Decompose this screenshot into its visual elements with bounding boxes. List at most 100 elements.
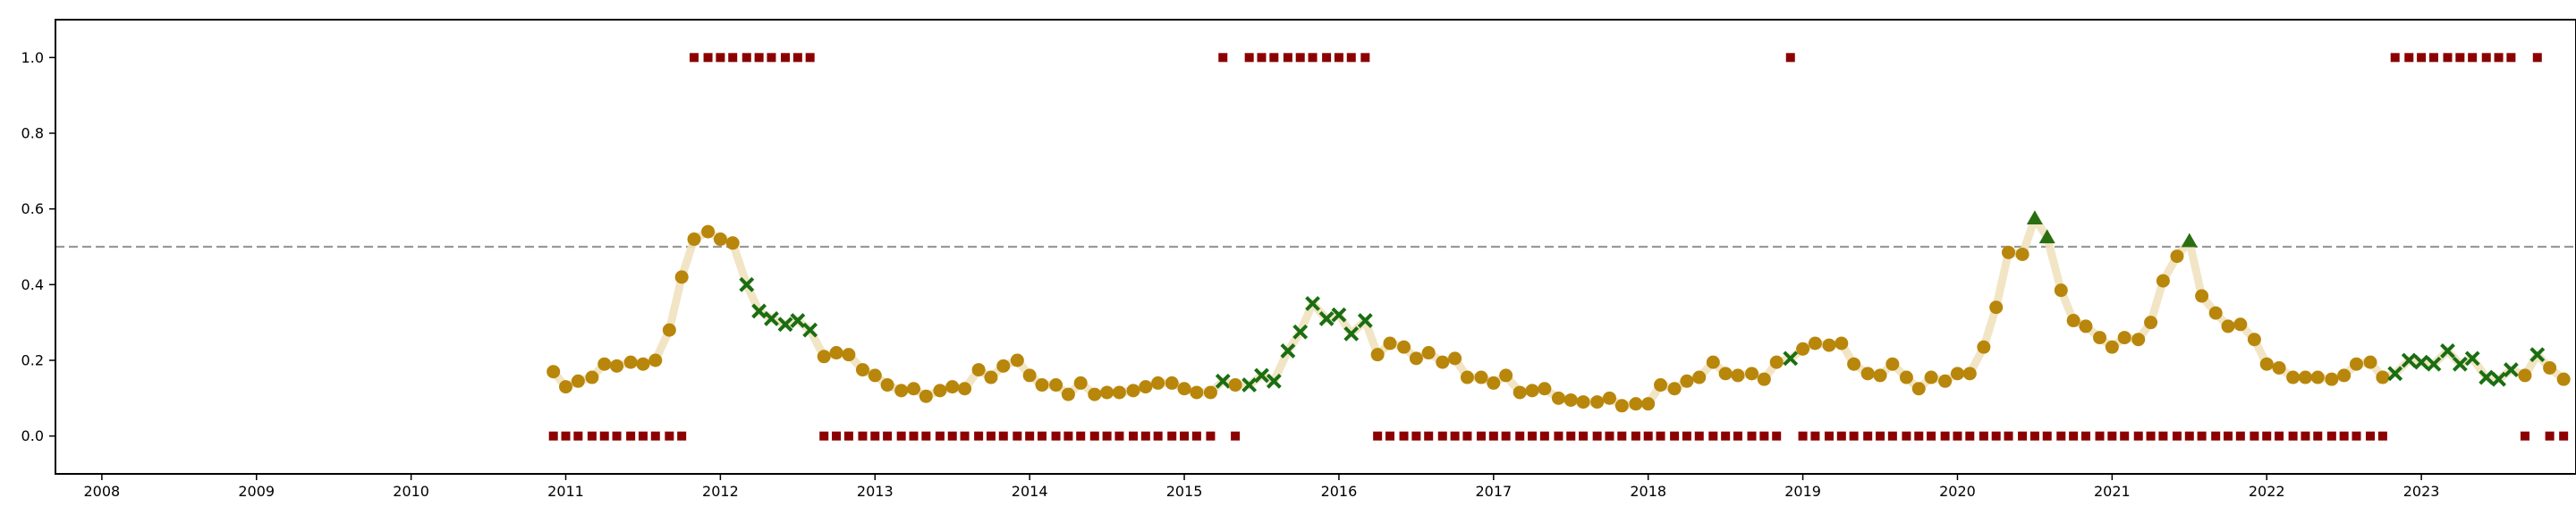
flag-low-marker xyxy=(1810,431,1820,441)
data-point-circle xyxy=(648,353,663,367)
data-point-circle xyxy=(1989,300,2004,315)
data-point-circle xyxy=(725,236,740,250)
data-point-circle xyxy=(1706,355,1720,369)
x-tick-label: 2021 xyxy=(2094,483,2131,500)
flag-low-marker xyxy=(843,431,853,441)
flag-low-marker xyxy=(561,431,571,441)
data-point-cross xyxy=(777,317,793,333)
data-point-cross xyxy=(2401,352,2417,368)
flag-low-marker xyxy=(2559,431,2569,441)
data-point-cross xyxy=(2413,354,2429,370)
data-point-circle xyxy=(1228,378,1242,393)
data-point-cross xyxy=(2426,356,2442,372)
y-tick-label: 0.2 xyxy=(21,352,44,369)
data-point-circle xyxy=(1126,384,1140,398)
flag-low-marker xyxy=(1411,431,1421,441)
flag-low-marker xyxy=(1759,431,1769,441)
flag-low-marker xyxy=(896,431,906,441)
data-point-circle xyxy=(2131,333,2146,347)
flag-low-marker xyxy=(2133,431,2143,441)
flag-low-marker xyxy=(1191,431,1201,441)
flag-low-marker xyxy=(1643,431,1653,441)
data-point-circle xyxy=(1499,368,1513,383)
flag-low-marker xyxy=(1592,431,1602,441)
data-point-circle xyxy=(1899,370,1913,384)
data-point-cross xyxy=(1305,296,1320,311)
data-point-circle xyxy=(2015,247,2029,261)
data-point-circle xyxy=(945,380,960,394)
data-point-cross xyxy=(1357,313,1373,328)
flag-low-marker xyxy=(599,431,609,441)
flag-low-marker xyxy=(2172,431,2182,441)
flag-low-marker xyxy=(1515,431,1525,441)
data-point-circle xyxy=(1822,338,1836,352)
data-point-circle xyxy=(1873,368,1887,383)
flag-low-marker xyxy=(2042,431,2052,441)
data-point-circle xyxy=(1654,378,1668,393)
flag-low-marker xyxy=(1539,431,1549,441)
data-point-cross xyxy=(1783,350,1799,367)
flag-low-marker xyxy=(1373,431,1383,441)
flag-low-marker xyxy=(1437,431,1447,441)
flag-low-marker xyxy=(1927,431,1936,441)
flag-low-marker xyxy=(573,431,583,441)
flag-low-marker xyxy=(1747,431,1757,441)
data-point-circle xyxy=(1745,367,1759,381)
data-point-circle xyxy=(1551,391,1565,405)
data-point-circle xyxy=(829,346,843,360)
data-point-circle xyxy=(1139,380,1153,394)
data-point-circle xyxy=(907,382,921,396)
data-point-cross xyxy=(2452,356,2468,372)
flag-high-marker xyxy=(1360,53,1370,63)
data-point-triangle xyxy=(2026,210,2043,224)
flag-low-marker xyxy=(1488,431,1498,441)
flag-low-marker xyxy=(2029,431,2039,441)
data-point-circle xyxy=(1513,385,1527,400)
data-point-triangle xyxy=(2181,232,2198,248)
flag-high-marker xyxy=(2404,53,2414,63)
flag-low-marker xyxy=(1965,431,1975,441)
data-point-circle xyxy=(1614,399,1629,413)
data-point-circle xyxy=(1448,351,1462,366)
data-point-circle xyxy=(1911,382,1926,396)
flag-low-marker xyxy=(1528,431,1538,441)
flag-low-marker xyxy=(1128,431,1138,441)
data-point-circle xyxy=(1022,368,1037,383)
data-point-circle xyxy=(1177,382,1191,396)
data-point-cross xyxy=(1331,307,1347,323)
flag-low-marker xyxy=(1231,431,1241,441)
flag-low-marker xyxy=(1089,431,1099,441)
flag-high-marker xyxy=(2455,53,2465,63)
data-point-circle xyxy=(1680,374,1694,388)
data-point-circle xyxy=(636,357,650,371)
data-point-cross xyxy=(2479,369,2495,385)
flag-low-marker xyxy=(2069,431,2079,441)
data-point-circle xyxy=(713,232,727,247)
flag-low-marker xyxy=(1399,431,1409,441)
flag-low-marker xyxy=(1450,431,1460,441)
flag-low-marker xyxy=(1051,431,1061,441)
data-point-circle xyxy=(1474,370,1488,384)
flag-low-marker xyxy=(1579,431,1589,441)
flag-high-marker xyxy=(1257,53,1267,63)
flag-low-marker xyxy=(883,431,893,441)
flag-low-marker xyxy=(2545,431,2555,441)
flag-low-marker xyxy=(1385,431,1394,441)
data-point-circle xyxy=(958,382,972,396)
data-point-circle xyxy=(1977,340,1991,354)
flag-low-marker xyxy=(2339,431,2349,441)
flag-low-marker xyxy=(2080,431,2090,441)
data-point-circle xyxy=(1190,385,1204,400)
data-point-cross xyxy=(2464,350,2480,367)
data-point-circle xyxy=(597,357,612,371)
data-point-circle xyxy=(919,389,933,403)
flag-low-marker xyxy=(638,431,648,441)
data-point-circle xyxy=(1383,336,1397,350)
data-point-circle xyxy=(2325,372,2339,386)
flag-low-marker xyxy=(858,431,868,441)
data-point-cross xyxy=(2440,343,2455,359)
flag-high-marker xyxy=(754,53,764,63)
data-point-circle xyxy=(1035,378,1049,393)
flag-low-marker xyxy=(2197,431,2207,441)
